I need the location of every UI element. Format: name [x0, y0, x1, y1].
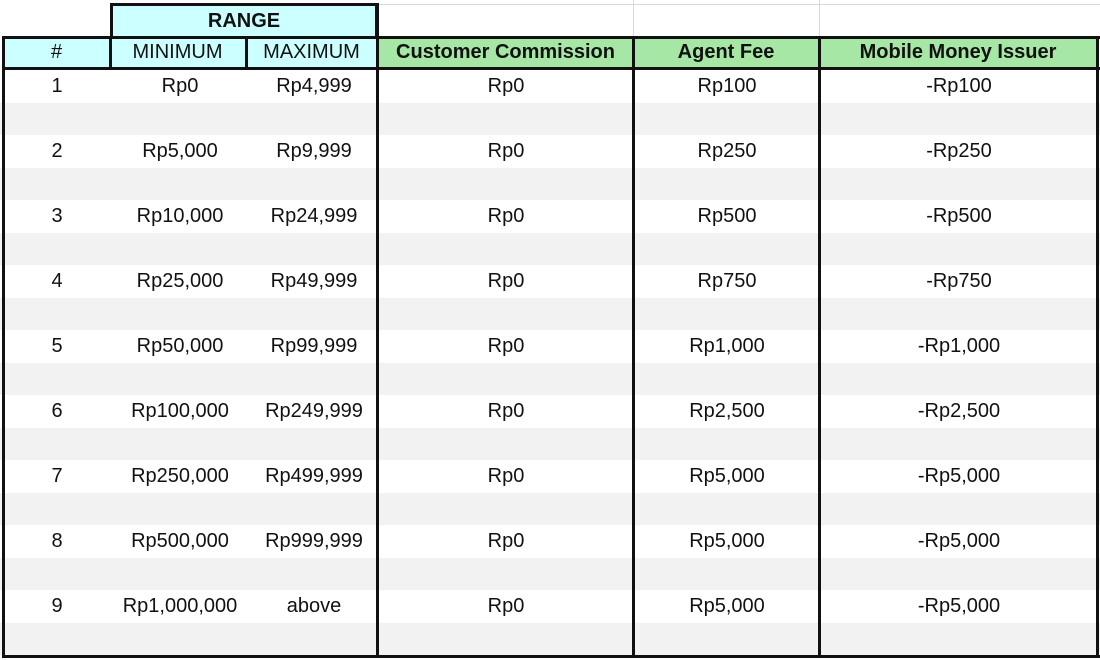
- cell-index: 3: [51, 204, 63, 227]
- table-row: [0, 135, 1100, 168]
- border: [376, 3, 379, 658]
- table-row: [0, 460, 1100, 493]
- cell-minimum: Rp0: [161, 74, 199, 97]
- header-customer-commission: Customer Commission: [378, 36, 633, 69]
- cell-customer-commission: Rp0: [487, 74, 525, 97]
- cell-minimum: Rp25,000: [136, 269, 224, 292]
- cell-mobile-money-issuer: -Rp1,000: [917, 334, 1001, 357]
- cell-maximum: Rp499,999: [265, 464, 363, 487]
- cell-agent-fee: Rp1,000: [689, 334, 765, 357]
- cell-customer-commission: Rp0: [487, 269, 525, 292]
- cell-index: 5: [51, 334, 63, 357]
- cell-index: 7: [51, 464, 63, 487]
- cell-customer-commission: Rp0: [487, 334, 525, 357]
- cell-mobile-money-issuer: -Rp500: [926, 204, 992, 227]
- cell-mobile-money-issuer: -Rp5,000: [917, 464, 1001, 487]
- table-row: [0, 590, 1100, 623]
- table-row: [0, 395, 1100, 428]
- cell-customer-commission: Rp0: [487, 204, 525, 227]
- header-index: #: [3, 36, 110, 69]
- cell-agent-fee: Rp250: [697, 139, 757, 162]
- cell-mobile-money-issuer: -Rp250: [926, 139, 992, 162]
- table-row: [0, 330, 1100, 363]
- cell-maximum: above: [286, 594, 342, 617]
- table-row: [0, 265, 1100, 298]
- cell-customer-commission: Rp0: [487, 594, 525, 617]
- cell-maximum: Rp99,999: [270, 334, 358, 357]
- cell-maximum: Rp249,999: [265, 399, 363, 422]
- cell-minimum: Rp250,000: [131, 464, 229, 487]
- cell-agent-fee: Rp5,000: [689, 529, 765, 552]
- table-row: [0, 70, 1100, 103]
- border: [2, 36, 5, 658]
- row-spacer: [0, 167, 1100, 200]
- table-row: [0, 525, 1100, 558]
- header-minimum: MINIMUM: [110, 36, 245, 69]
- gridline: [819, 0, 820, 36]
- cell-customer-commission: Rp0: [487, 139, 525, 162]
- gridline: [378, 4, 1100, 5]
- border: [818, 36, 821, 658]
- cell-mobile-money-issuer: -Rp100: [926, 74, 992, 97]
- header-mobile-money-issuer: Mobile Money Issuer: [819, 36, 1097, 69]
- cell-index: 1: [51, 74, 63, 97]
- cell-index: 2: [51, 139, 63, 162]
- gridline: [633, 0, 634, 36]
- table-row: [0, 200, 1100, 233]
- cell-index: 8: [51, 529, 63, 552]
- cell-minimum: Rp1,000,000: [122, 594, 238, 617]
- header-maximum: MAXIMUM: [245, 36, 378, 69]
- cell-mobile-money-issuer: -Rp5,000: [917, 529, 1001, 552]
- cell-minimum: Rp100,000: [131, 399, 229, 422]
- header-agent-fee: Agent Fee: [633, 36, 819, 69]
- cell-customer-commission: Rp0: [487, 399, 525, 422]
- range-header: RANGE: [110, 3, 378, 36]
- cell-maximum: Rp999,999: [265, 529, 363, 552]
- border: [3, 36, 1100, 39]
- row-spacer: [0, 232, 1100, 265]
- row-spacer: [0, 297, 1100, 330]
- border: [3, 67, 1100, 70]
- border: [1096, 36, 1099, 658]
- cell-customer-commission: Rp0: [487, 529, 525, 552]
- cell-maximum: Rp4,999: [276, 74, 352, 97]
- border: [109, 36, 112, 70]
- row-spacer: [0, 362, 1100, 395]
- cell-customer-commission: Rp0: [487, 464, 525, 487]
- cell-minimum: Rp50,000: [136, 334, 224, 357]
- cell-agent-fee: Rp500: [697, 204, 757, 227]
- border: [245, 36, 248, 70]
- row-spacer: [0, 557, 1100, 590]
- cell-agent-fee: Rp2,500: [689, 399, 765, 422]
- cell-agent-fee: Rp750: [697, 269, 757, 292]
- cell-maximum: Rp49,999: [270, 269, 358, 292]
- cell-mobile-money-issuer: -Rp750: [926, 269, 992, 292]
- cell-index: 9: [51, 594, 63, 617]
- cell-agent-fee: Rp100: [697, 74, 757, 97]
- row-spacer: [0, 102, 1100, 135]
- cell-minimum: Rp500,000: [131, 529, 229, 552]
- row-spacer: [0, 427, 1100, 460]
- row-spacer: [0, 492, 1100, 525]
- cell-minimum: Rp5,000: [142, 139, 218, 162]
- cell-index: 6: [51, 399, 63, 422]
- cell-maximum: Rp24,999: [270, 204, 358, 227]
- cell-agent-fee: Rp5,000: [689, 464, 765, 487]
- border: [3, 655, 1100, 658]
- border: [632, 36, 635, 658]
- cell-mobile-money-issuer: -Rp5,000: [917, 594, 1001, 617]
- row-spacer: [0, 622, 1100, 655]
- cell-minimum: Rp10,000: [136, 204, 224, 227]
- cell-index: 4: [51, 269, 63, 292]
- cell-mobile-money-issuer: -Rp2,500: [917, 399, 1001, 422]
- cell-agent-fee: Rp5,000: [689, 594, 765, 617]
- cell-maximum: Rp9,999: [276, 139, 352, 162]
